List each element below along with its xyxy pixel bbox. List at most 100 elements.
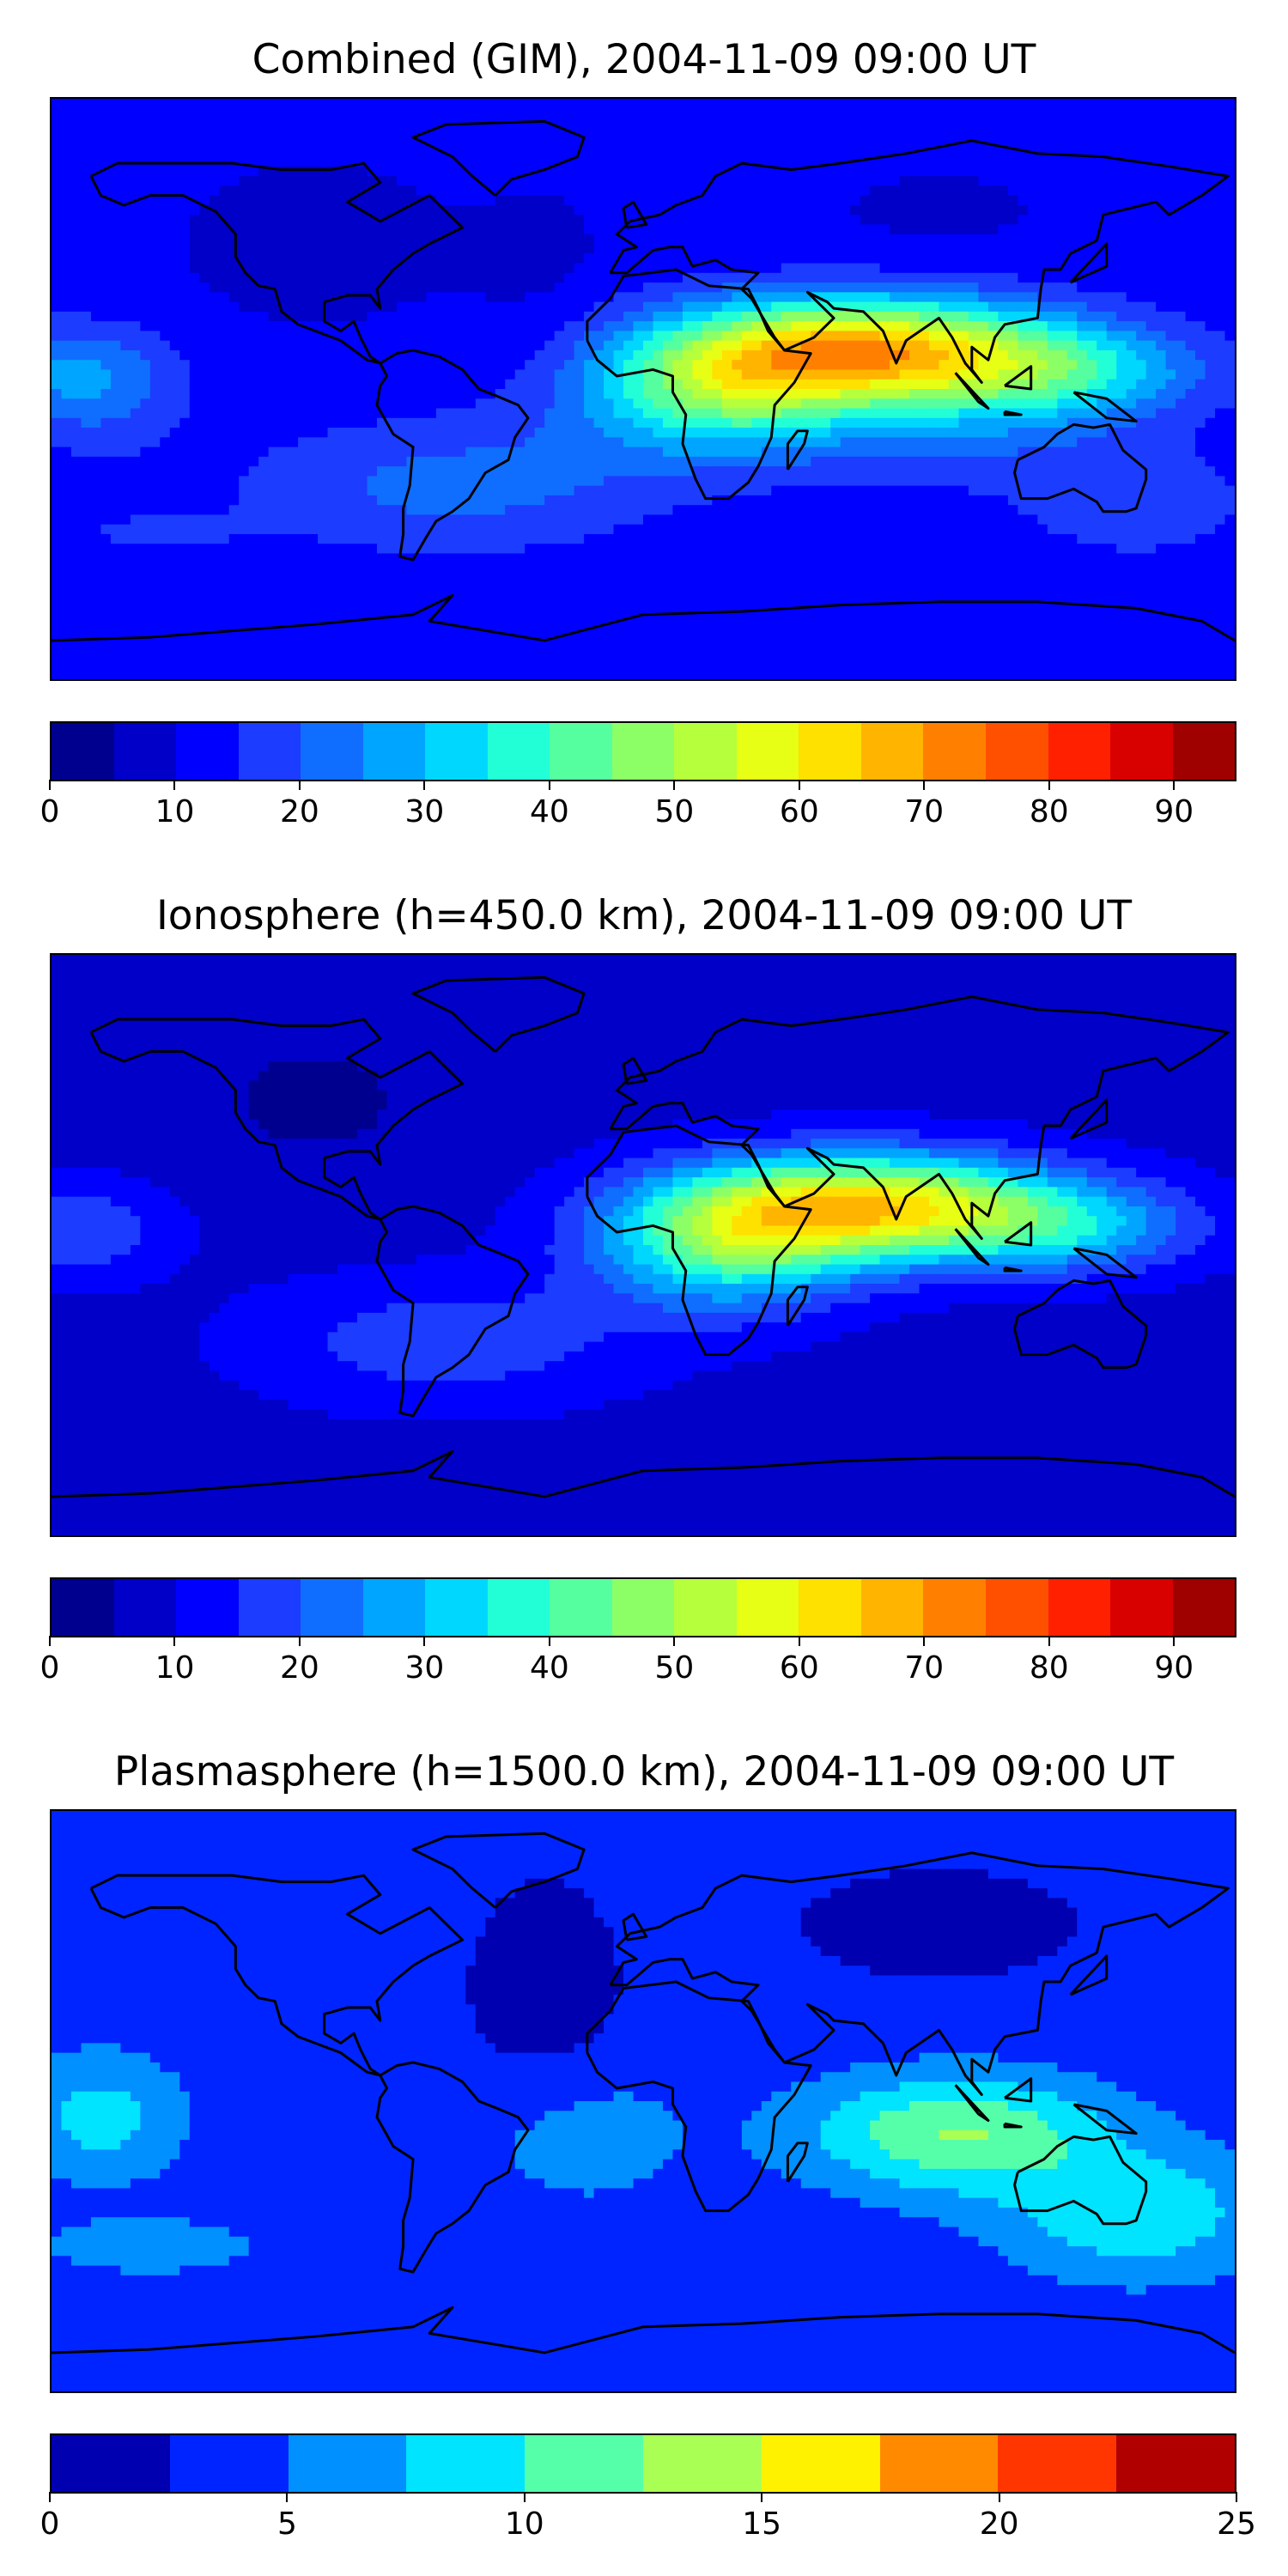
coastline-0 bbox=[89, 1018, 465, 1221]
colorbar-segment-3 bbox=[238, 1579, 301, 1636]
coastline-1 bbox=[375, 1205, 530, 1418]
colorbar-segment-14 bbox=[923, 1579, 986, 1636]
coastline-12 bbox=[1069, 1954, 1109, 1996]
colorbar-tick bbox=[1048, 1636, 1050, 1646]
coastline-9 bbox=[1003, 1266, 1023, 1273]
colorbar-segment-8 bbox=[998, 2435, 1117, 2492]
colorbar-tick bbox=[49, 2492, 51, 2502]
colorbar-segment-17 bbox=[1110, 723, 1173, 780]
colorbar-tick bbox=[548, 1636, 550, 1646]
colorbar-tick bbox=[923, 780, 926, 790]
coastline-9 bbox=[1003, 2122, 1023, 2129]
colorbar-tick bbox=[1173, 780, 1176, 790]
colorbar-ionosphere bbox=[50, 1577, 1236, 1637]
colorbar-segment-16 bbox=[1048, 1579, 1111, 1636]
colorbar-segment-1 bbox=[113, 723, 177, 780]
coastline-8 bbox=[954, 372, 990, 410]
colorbar-segment-12 bbox=[799, 1579, 861, 1636]
colorbar-tick-label: 70 bbox=[904, 1651, 944, 1686]
colorbar-segment-0 bbox=[52, 723, 114, 780]
coastline-8 bbox=[954, 2084, 990, 2123]
colorbar-plasmasphere bbox=[50, 2433, 1236, 2494]
colorbar-segment-13 bbox=[860, 723, 924, 780]
coastline-11 bbox=[1072, 391, 1138, 423]
colorbar-tick bbox=[49, 780, 51, 790]
colorbar-segment-11 bbox=[736, 1579, 799, 1636]
colorbar-tick bbox=[49, 1636, 51, 1646]
colorbar-segment-0 bbox=[52, 1579, 114, 1636]
coastline-7 bbox=[52, 1449, 1235, 1498]
colorbar-tick-label: 10 bbox=[155, 1651, 195, 1686]
colorbar-tick bbox=[173, 1636, 176, 1646]
colorbar-tick bbox=[173, 780, 176, 790]
colorbar-tick bbox=[298, 1636, 301, 1646]
colorbar-tick-label: 20 bbox=[280, 795, 319, 829]
colorbar-tick-label: 20 bbox=[280, 1651, 319, 1686]
coastline-11 bbox=[1072, 2103, 1138, 2136]
colorbar-tick-label: 30 bbox=[405, 795, 445, 829]
map-title-ionosphere: Ionosphere (h=450.0 km), 2004-11-09 09:0… bbox=[0, 892, 1288, 940]
tec-map-ionosphere bbox=[50, 953, 1236, 1537]
colorbar-segment-5 bbox=[362, 1579, 426, 1636]
coastline-2 bbox=[411, 975, 586, 1053]
colorbar-combined bbox=[50, 721, 1236, 781]
colorbar-segment-5 bbox=[642, 2435, 762, 2492]
colorbar-segment-11 bbox=[736, 723, 799, 780]
colorbar-tick-label: 25 bbox=[1217, 2507, 1256, 2542]
colorbar-tick bbox=[798, 1636, 800, 1646]
colorbar-tick bbox=[1236, 2492, 1237, 2502]
colorbar-ticks-ionosphere: 0 10 20 30 40 50 60 70 80 90 bbox=[40, 1636, 1236, 1686]
colorbar-segment-10 bbox=[674, 723, 737, 780]
coastline-1 bbox=[375, 349, 530, 562]
colorbar-tick-label: 0 bbox=[40, 1651, 60, 1686]
colorbar-segment-13 bbox=[860, 1579, 924, 1636]
colorbar-segment-8 bbox=[550, 1579, 612, 1636]
contour-fill bbox=[52, 99, 1235, 679]
coastline-6 bbox=[1013, 1279, 1148, 1370]
colorbar-segment-8 bbox=[550, 723, 612, 780]
coastline-4 bbox=[586, 1124, 812, 1357]
colorbar-ticks-plasmasphere: 0 5 10 15 20 25 bbox=[40, 2492, 1256, 2542]
coastline-9 bbox=[1003, 410, 1023, 416]
coastline-3 bbox=[609, 1851, 1230, 2096]
coastline-6 bbox=[1013, 422, 1148, 513]
colorbar-segment-5 bbox=[362, 723, 426, 780]
contour-fill bbox=[52, 955, 1235, 1535]
coastline-10 bbox=[1004, 2077, 1033, 2103]
colorbar-tick-label: 90 bbox=[1154, 795, 1194, 829]
coastline-2 bbox=[411, 119, 586, 197]
colorbar-tick bbox=[423, 1636, 426, 1646]
map-canvas bbox=[52, 99, 1235, 679]
coastline-3 bbox=[609, 995, 1230, 1240]
colorbar-segment-6 bbox=[761, 2435, 880, 2492]
colorbar-tick bbox=[673, 780, 676, 790]
colorbar-ticks-combined: 0 10 20 30 40 50 60 70 80 90 bbox=[40, 780, 1236, 829]
colorbar-tick bbox=[761, 2492, 763, 2502]
colorbar-tick-label: 15 bbox=[742, 2507, 781, 2542]
coastline-4 bbox=[586, 1980, 812, 2213]
colorbar-tick bbox=[998, 2492, 1000, 2502]
colorbar-tick bbox=[423, 780, 426, 790]
coastline-3 bbox=[609, 139, 1230, 384]
coastline-1 bbox=[375, 2061, 530, 2274]
coastline-7 bbox=[52, 2306, 1235, 2354]
colorbar-segment-18 bbox=[1172, 1579, 1236, 1636]
colorbar-segment-15 bbox=[985, 723, 1048, 780]
colorbar-segment-4 bbox=[301, 1579, 363, 1636]
coastline-5 bbox=[786, 1285, 809, 1327]
coastline-13 bbox=[622, 1056, 648, 1085]
coastline-8 bbox=[954, 1228, 990, 1267]
colorbar-tick-label: 0 bbox=[40, 2507, 60, 2542]
colorbar-tick-label: 10 bbox=[505, 2507, 544, 2542]
coastlines bbox=[52, 1832, 1235, 2354]
colorbar-tick-label: 0 bbox=[40, 795, 60, 829]
colorbar-tick-label: 50 bbox=[654, 1651, 694, 1686]
coastline-10 bbox=[1004, 1221, 1033, 1247]
colorbar-tick-label: 80 bbox=[1030, 1651, 1069, 1686]
colorbar-segment-4 bbox=[525, 2435, 643, 2492]
colorbar-segment-2 bbox=[176, 1579, 239, 1636]
coastline-7 bbox=[52, 593, 1235, 642]
colorbar-tick-label: 90 bbox=[1154, 1651, 1194, 1686]
coastline-12 bbox=[1069, 1098, 1109, 1140]
colorbar-tick bbox=[923, 1636, 926, 1646]
